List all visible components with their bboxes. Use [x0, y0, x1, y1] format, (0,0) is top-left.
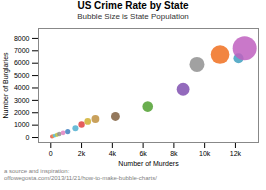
svg-text:0: 0: [49, 150, 53, 157]
svg-text:8000: 8000: [14, 35, 30, 42]
svg-text:Number of Burglaries: Number of Burglaries: [2, 52, 10, 119]
svg-text:6k: 6k: [139, 150, 147, 157]
svg-text:Number of Murders: Number of Murders: [118, 160, 179, 167]
svg-text:2k: 2k: [78, 150, 86, 157]
svg-text:12k: 12k: [230, 150, 242, 157]
html-text:US Crime Rate by State: US Crime Rate by State: [77, 0, 189, 11]
svg-text:4000: 4000: [14, 84, 30, 91]
html-text:Bubble Size is State Populatio: Bubble Size is State Population: [77, 12, 189, 21]
html-text:a source and inspiration: offo: a source and inspiration: offowegosta.co…: [4, 168, 157, 181]
svg-text:8k: 8k: [170, 150, 178, 157]
svg-text:2000: 2000: [14, 109, 30, 116]
svg-text:5000: 5000: [14, 72, 30, 79]
svg-text:4k: 4k: [109, 150, 117, 157]
svg-text:6000: 6000: [14, 59, 30, 66]
svg-text:10k: 10k: [199, 150, 211, 157]
svg-text:7000: 7000: [14, 47, 30, 54]
svg-text:3000: 3000: [14, 97, 30, 104]
svg-text:1000: 1000: [14, 121, 30, 128]
svg-text:0: 0: [26, 134, 30, 141]
